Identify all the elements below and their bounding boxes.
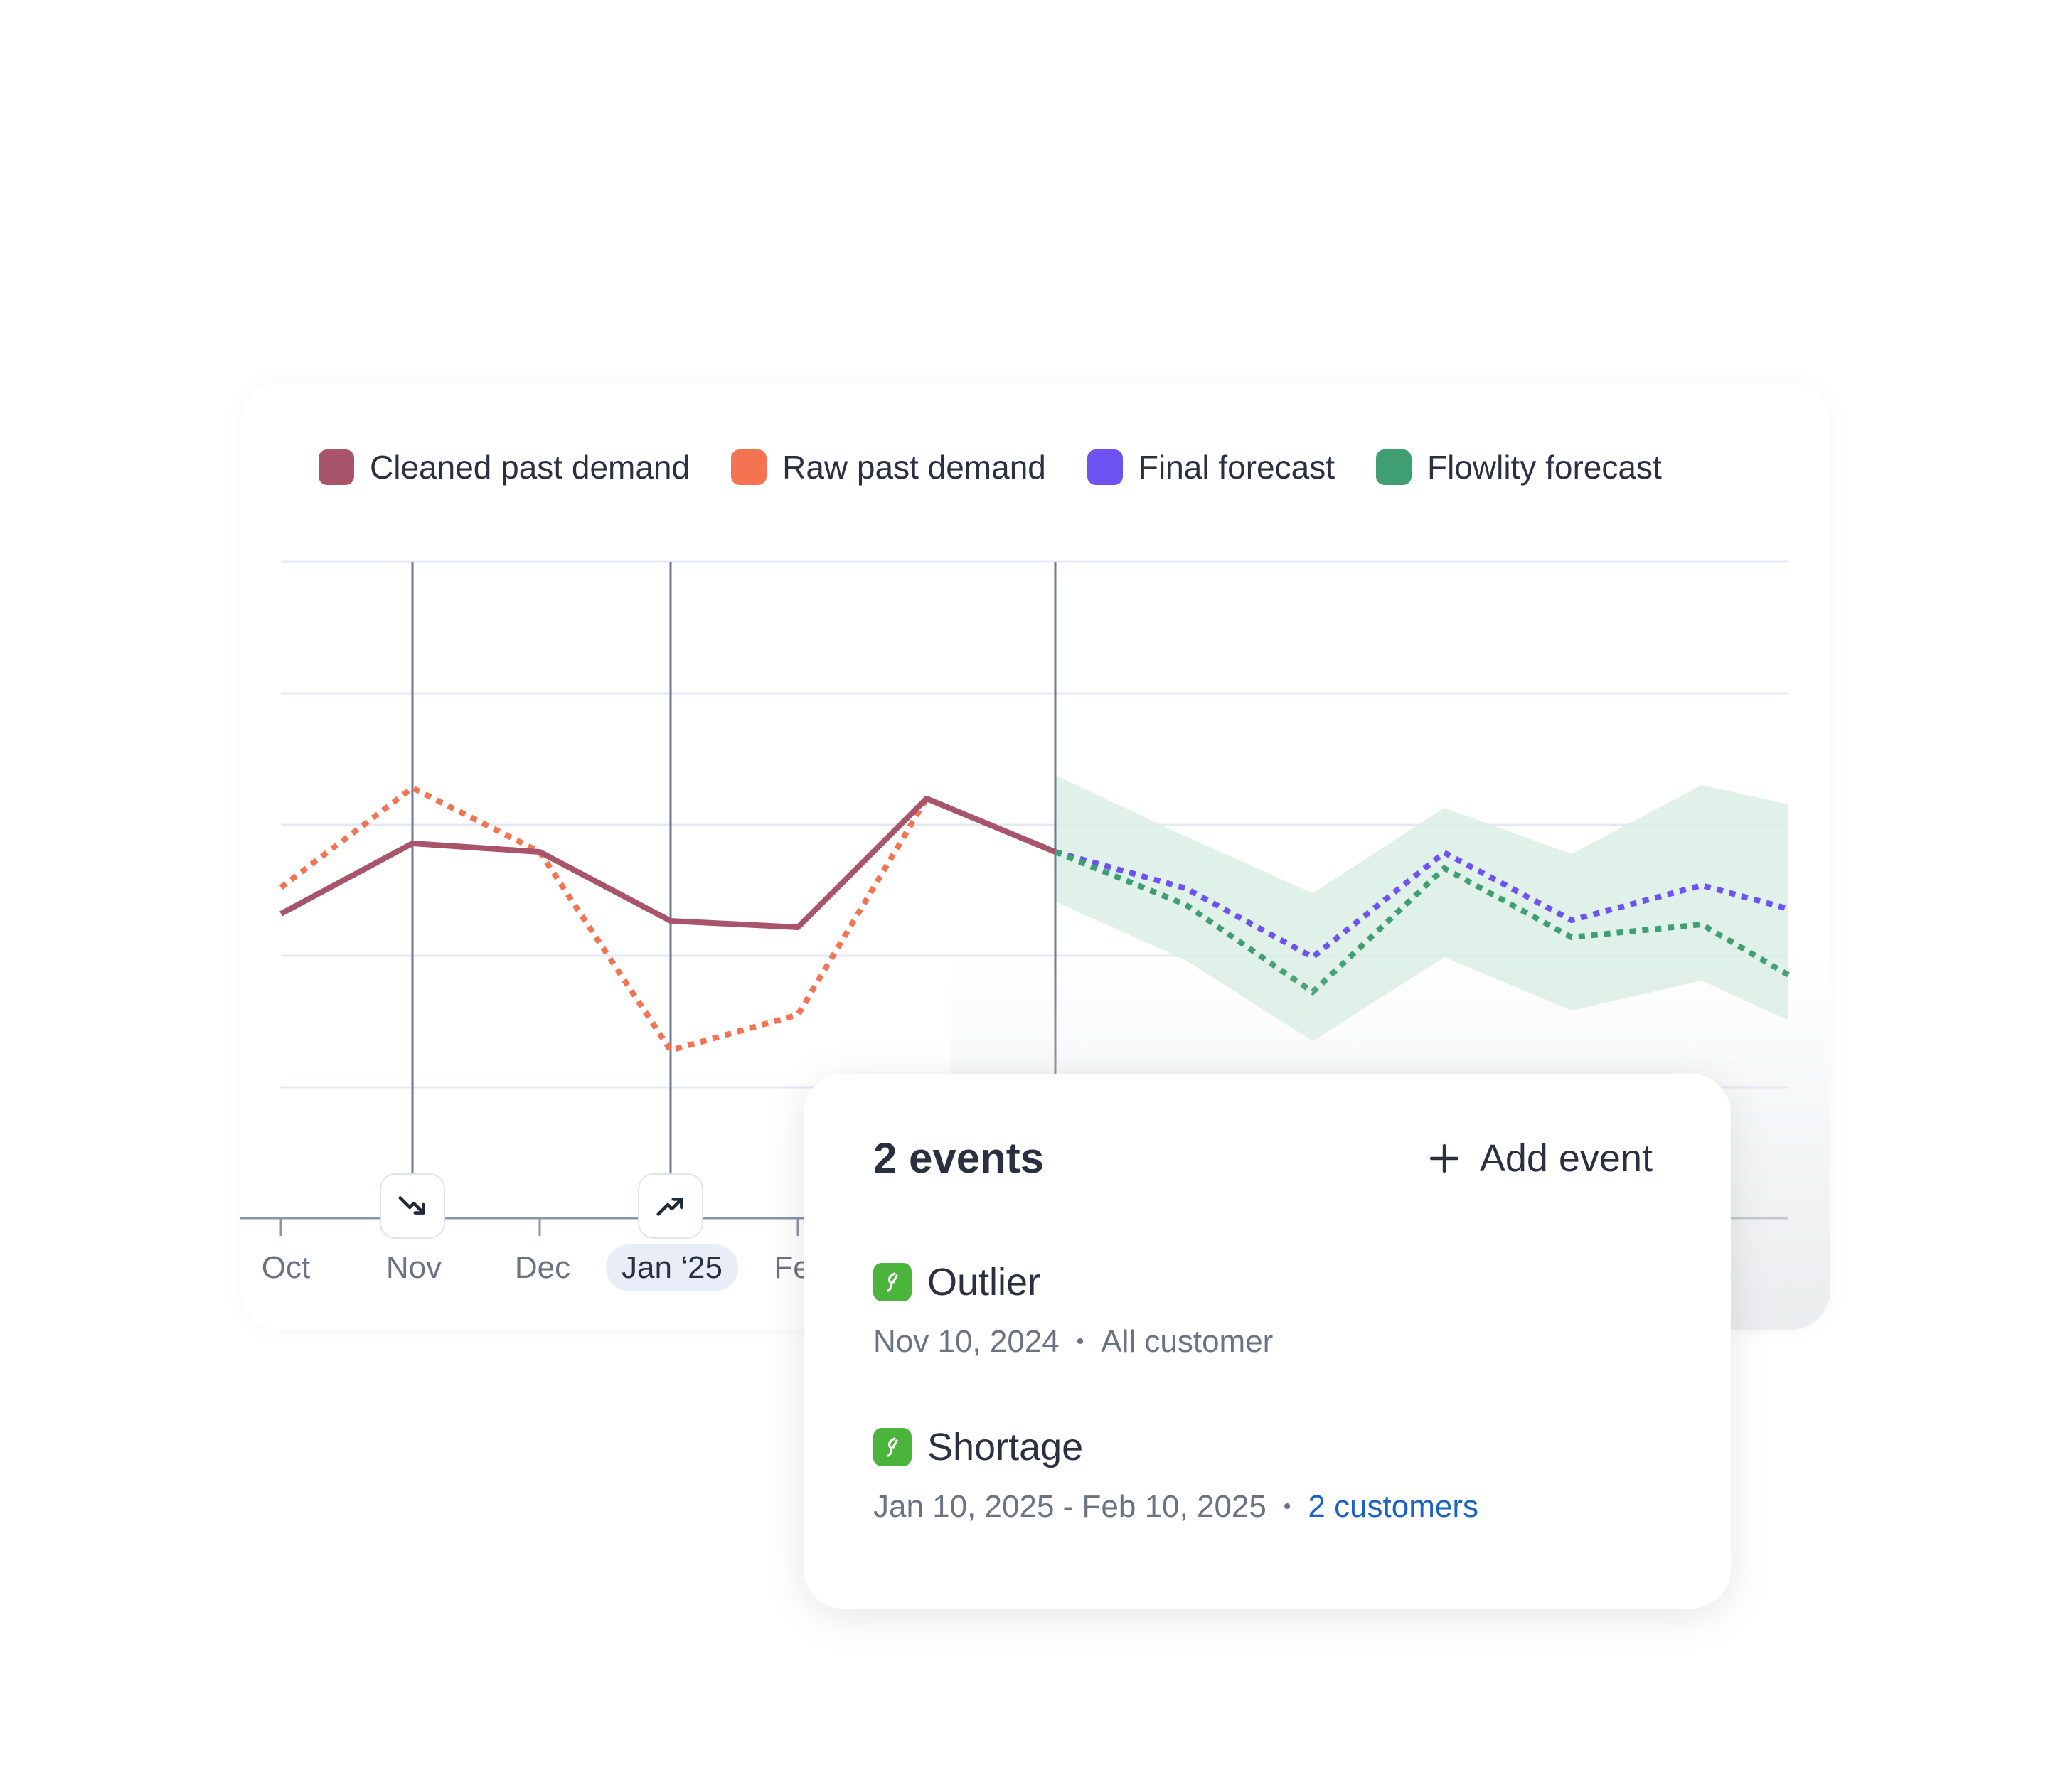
- forecast-confidence-band: [1055, 775, 1788, 1041]
- x-label-dec: Dec: [514, 1250, 571, 1285]
- x-label-jan-active[interactable]: Jan ‘25: [606, 1244, 738, 1291]
- add-event-label: Add event: [1479, 1137, 1653, 1180]
- event-marker-jan[interactable]: [638, 1173, 703, 1239]
- x-axis-ticks: [279, 1218, 799, 1236]
- separator-dot: •: [1076, 1330, 1084, 1353]
- legend-label: Cleaned past demand: [370, 449, 690, 486]
- events-panel: 2 events Add event Outlier Nov 10, 2024 …: [804, 1074, 1731, 1609]
- add-event-button[interactable]: Add event: [1427, 1136, 1653, 1180]
- legend-swatch: [731, 449, 767, 485]
- flowlity-logo-icon: [873, 1263, 912, 1301]
- trending-up-icon: [656, 1198, 683, 1216]
- legend-item-raw-past-demand[interactable]: Raw past demand: [731, 448, 1046, 486]
- event-item-outlier[interactable]: Outlier Nov 10, 2024 • All customer: [873, 1260, 1273, 1360]
- event-date-range: Jan 10, 2025 - Feb 10, 2025: [873, 1489, 1266, 1524]
- event-item-shortage[interactable]: Shortage Jan 10, 2025 - Feb 10, 2025 • 2…: [873, 1425, 1478, 1525]
- event-scope: All customer: [1101, 1324, 1274, 1359]
- legend-label: Raw past demand: [782, 449, 1046, 486]
- legend-label: Final forecast: [1138, 449, 1335, 486]
- legend-item-cleaned-past-demand[interactable]: Cleaned past demand: [319, 448, 690, 486]
- customers-link[interactable]: 2 customers: [1308, 1489, 1479, 1524]
- legend-item-flowlity-forecast[interactable]: Flowlity forecast: [1376, 448, 1662, 486]
- cleaned-past-demand-line: [279, 796, 1057, 930]
- gridlines: [281, 560, 1788, 1089]
- event-name: Shortage: [927, 1426, 1084, 1468]
- x-label-oct: Oct: [261, 1250, 311, 1285]
- chart-legend: Cleaned past demand Raw past demand Fina…: [319, 448, 1662, 486]
- event-name: Outlier: [927, 1261, 1041, 1303]
- plus-icon: [1429, 1143, 1459, 1173]
- legend-item-final-forecast[interactable]: Final forecast: [1087, 448, 1335, 486]
- flowlity-forecast-line: [1054, 849, 1791, 996]
- raw-past-demand-line: [279, 784, 929, 1054]
- legend-label: Flowlity forecast: [1427, 449, 1662, 486]
- event-date: Nov 10, 2024: [873, 1324, 1060, 1359]
- flowlity-logo-icon: [873, 1428, 912, 1466]
- x-label-nov: Nov: [385, 1250, 442, 1285]
- legend-swatch: [1087, 449, 1123, 485]
- trending-down-icon: [398, 1196, 425, 1215]
- legend-swatch: [1376, 449, 1412, 485]
- event-marker-nov[interactable]: [380, 1173, 445, 1239]
- legend-swatch: [319, 449, 354, 485]
- events-count-title: 2 events: [873, 1134, 1045, 1182]
- separator-dot: •: [1283, 1495, 1291, 1518]
